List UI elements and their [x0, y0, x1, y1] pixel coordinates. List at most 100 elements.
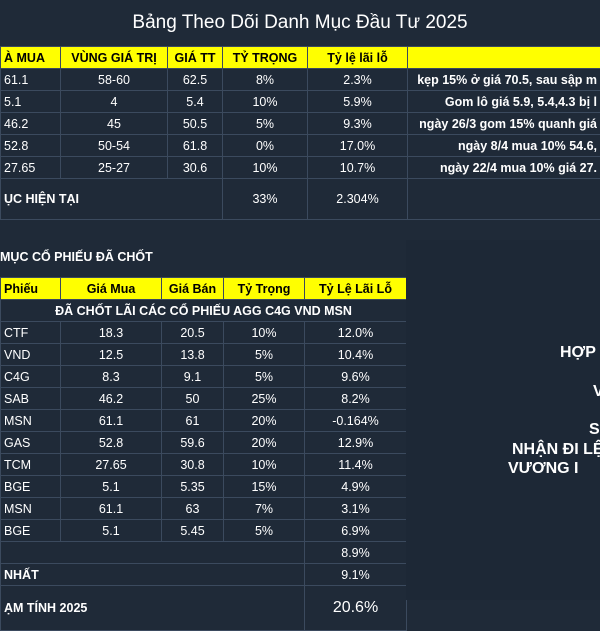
- cell-weight: 5%: [224, 344, 305, 366]
- cell-pl: 4.9%: [305, 476, 407, 498]
- cell-weight: 5%: [224, 366, 305, 388]
- cell-sell: 30.8: [162, 454, 224, 476]
- cell-ticker: MSN: [1, 410, 61, 432]
- cell-weight: 15%: [224, 476, 305, 498]
- side-panel-line: V: [593, 383, 600, 401]
- cell-sell: 13.8: [162, 344, 224, 366]
- page-title: Bảng Theo Dõi Danh Mục Đầu Tư 2025: [0, 0, 600, 46]
- cell-weight: 5%: [224, 520, 305, 542]
- cell-sell: 63: [162, 498, 224, 520]
- cell-buy: 5.1: [61, 520, 162, 542]
- col-header-pl: Tỷ lệ lãi lỗ: [308, 47, 408, 69]
- cell-ticker: MSN: [1, 498, 61, 520]
- banner-row: ĐÃ CHỐT LÃI CÁC CỔ PHIẾU AGG C4G VND MSN: [1, 300, 407, 322]
- closed-section-title: MỤC CỔ PHIẾU ĐÃ CHỐT: [0, 250, 153, 264]
- cell-ticker: VND: [1, 344, 61, 366]
- cell-buy: 46.2: [61, 388, 162, 410]
- cell-weight: 20%: [224, 410, 305, 432]
- cell-weight: 10%: [223, 91, 308, 113]
- cell-note: ngày 8/4 mua 10% 54.6,: [408, 135, 600, 157]
- current-portfolio-table: À MUA VÙNG GIÁ TRỊ GIÁ TT TỶ TRỌNG Tỷ lệ…: [0, 46, 600, 220]
- cell-buy: 5.1: [1, 91, 61, 113]
- closed-header-row: Phiếu Giá Mua Giá Bán Tỷ Trọng Tỷ Lệ Lãi…: [1, 278, 407, 300]
- cell-note: ngày 22/4 mua 10% giá 27.: [408, 157, 600, 179]
- cell-zone: 50-54: [61, 135, 168, 157]
- cell-buy: 46.2: [1, 113, 61, 135]
- cell-weight: 10%: [223, 157, 308, 179]
- cell-weight: 20%: [224, 432, 305, 454]
- summary-row: ỤC HIỆN TẠI 33% 2.304%: [1, 179, 600, 220]
- summary-empty: [408, 179, 600, 220]
- best-label: NHẤT: [1, 564, 305, 586]
- cell-buy: 61.1: [61, 410, 162, 432]
- cell-market: 5.4: [168, 91, 223, 113]
- col-header-buy-price: À MUA: [1, 47, 61, 69]
- cell-pl: 9.6%: [305, 366, 407, 388]
- cell-zone: 45: [61, 113, 168, 135]
- cell-ticker: GAS: [1, 432, 61, 454]
- cell-pl: 2.3%: [308, 69, 408, 91]
- cell-pl: 12.9%: [305, 432, 407, 454]
- year-value: 20.6%: [305, 586, 407, 631]
- year-label: ẠM TÍNH 2025: [1, 586, 305, 631]
- cell-ticker: BGE: [1, 476, 61, 498]
- cell-pl: 10.7%: [308, 157, 408, 179]
- cell-market: 62.5: [168, 69, 223, 91]
- cell-weight: 0%: [223, 135, 308, 157]
- cell-note: kẹp 15% ở giá 70.5, sau sập m: [408, 69, 600, 91]
- cell-pl: 12.0%: [305, 322, 407, 344]
- table-row: 46.2 45 50.5 5% 9.3% ngày 26/3 gom 15% q…: [1, 113, 600, 135]
- cell-sell: 9.1: [162, 366, 224, 388]
- best-value: 9.1%: [305, 564, 407, 586]
- cell-pl: 11.4%: [305, 454, 407, 476]
- summary-label: ỤC HIỆN TẠI: [1, 179, 223, 220]
- header-row: À MUA VÙNG GIÁ TRỊ GIÁ TT TỶ TRỌNG Tỷ lệ…: [1, 47, 600, 69]
- side-panel-line: VƯƠNG I: [508, 460, 578, 478]
- cell-sell: 5.35: [162, 476, 224, 498]
- cell-weight: 8%: [223, 69, 308, 91]
- cell-extra-pl: 8.9%: [305, 542, 407, 564]
- cell-note: Gom lô giá 5.9, 5.4,4.3 bị l: [408, 91, 600, 113]
- cell-sell: 5.45: [162, 520, 224, 542]
- col-header-ticker: Phiếu: [1, 278, 61, 300]
- cell-buy: 27.65: [1, 157, 61, 179]
- cell-ticker: CTF: [1, 322, 61, 344]
- cell-pl: 8.2%: [305, 388, 407, 410]
- col-header-value-zone: VÙNG GIÁ TRỊ: [61, 47, 168, 69]
- cell-weight: 10%: [224, 322, 305, 344]
- summary-weight: 33%: [223, 179, 308, 220]
- col-header-weight: Tỷ Trọng: [224, 278, 305, 300]
- cell-market: 30.6: [168, 157, 223, 179]
- cell-buy: 52.8: [1, 135, 61, 157]
- summary-pl: 2.304%: [308, 179, 408, 220]
- cell-weight: 10%: [224, 454, 305, 476]
- cell-market: 50.5: [168, 113, 223, 135]
- cell-sell: 20.5: [162, 322, 224, 344]
- cell-ticker: BGE: [1, 520, 61, 542]
- cell-ticker: TCM: [1, 454, 61, 476]
- side-panel-line: HỢP: [560, 344, 596, 362]
- table-row: 27.65 25-27 30.6 10% 10.7% ngày 22/4 mua…: [1, 157, 600, 179]
- col-header-market-price: GIÁ TT: [168, 47, 223, 69]
- cell-pl: 3.1%: [305, 498, 407, 520]
- cell-weight: 7%: [224, 498, 305, 520]
- cell-zone: 25-27: [61, 157, 168, 179]
- cell-sell: 50: [162, 388, 224, 410]
- cell-note: ngày 26/3 gom 15% quanh giá: [408, 113, 600, 135]
- col-header-notes: [408, 47, 600, 69]
- cell-ticker: C4G: [1, 366, 61, 388]
- col-header-sell: Giá Bán: [162, 278, 224, 300]
- cell-buy: 52.8: [61, 432, 162, 454]
- table-row: 61.1 58-60 62.5 8% 2.3% kẹp 15% ở giá 70…: [1, 69, 600, 91]
- side-panel-line: S: [589, 421, 600, 439]
- cell-sell: 59.6: [162, 432, 224, 454]
- cell-empty: [1, 542, 305, 564]
